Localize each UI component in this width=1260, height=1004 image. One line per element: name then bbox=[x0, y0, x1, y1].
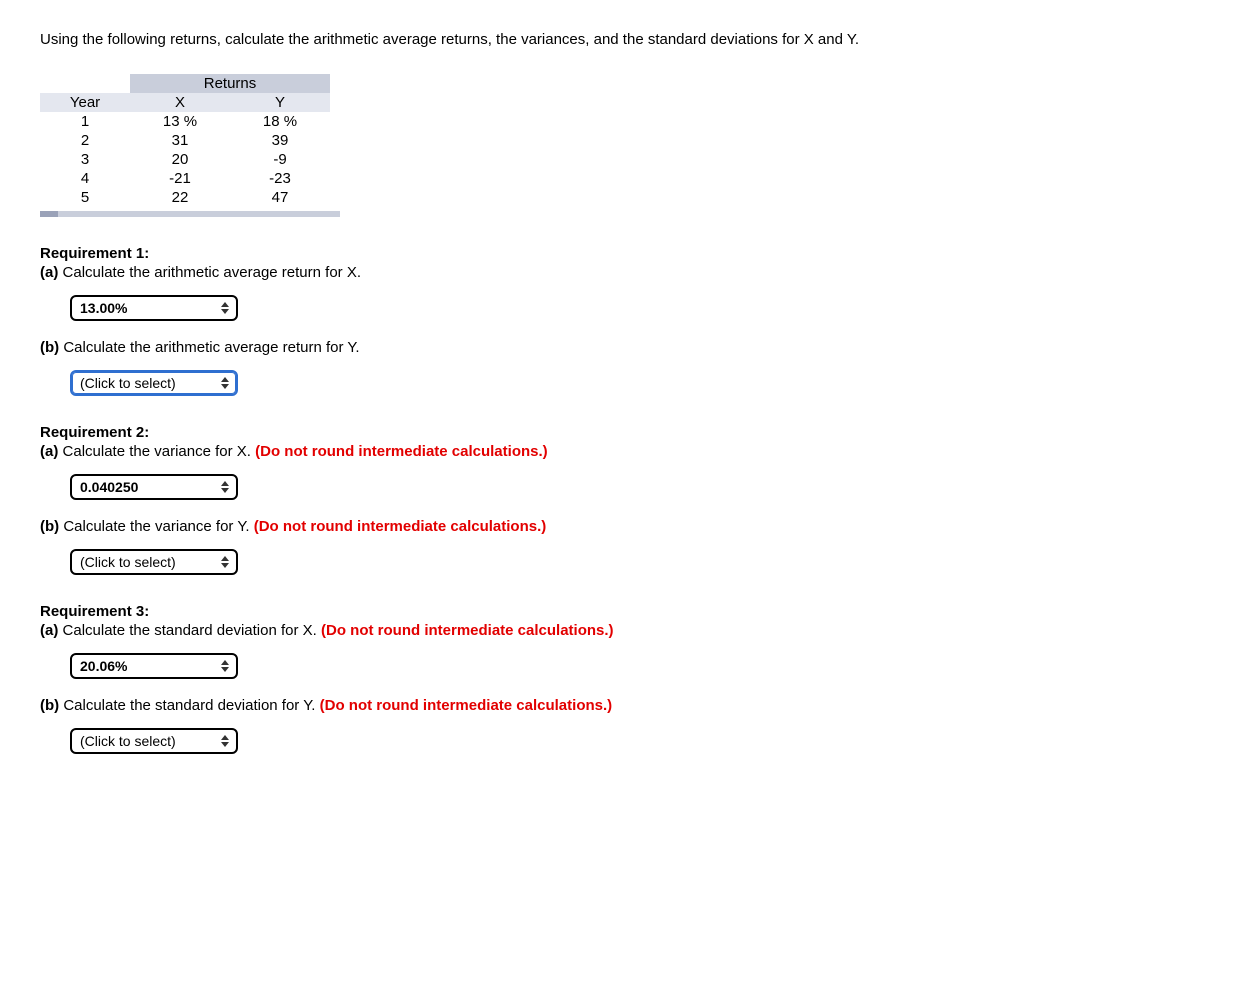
question-intro: Using the following returns, calculate t… bbox=[40, 30, 940, 50]
cell-year: 4 bbox=[40, 169, 130, 188]
stepper-icon bbox=[218, 732, 232, 750]
cell-y: 18 % bbox=[230, 112, 330, 131]
req1b-label: (b) bbox=[40, 339, 59, 356]
req2a-note: (Do not round intermediate calculations.… bbox=[255, 443, 548, 460]
returns-table: Returns Year X Y 1 13 % 18 % 2 31 39 3 2… bbox=[40, 74, 1220, 217]
table-scroll-track bbox=[40, 211, 340, 217]
req1b-text: Calculate the arithmetic average return … bbox=[63, 339, 359, 356]
table-row: 1 13 % 18 % bbox=[40, 112, 330, 131]
req2b-value: (Click to select) bbox=[80, 554, 212, 570]
cell-y: 39 bbox=[230, 131, 330, 150]
req2a-text: Calculate the variance for X. bbox=[63, 443, 256, 460]
req2-title: Requirement 2: bbox=[40, 424, 1220, 441]
cell-x: 13 % bbox=[130, 112, 230, 131]
cell-x: 20 bbox=[130, 150, 230, 169]
req3b-select[interactable]: (Click to select) bbox=[70, 728, 238, 754]
req2a-select[interactable]: 0.040250 bbox=[70, 474, 238, 500]
req1a-text: Calculate the arithmetic average return … bbox=[63, 264, 361, 281]
req2b-label: (b) bbox=[40, 518, 59, 535]
stepper-icon bbox=[218, 478, 232, 496]
cell-year: 5 bbox=[40, 188, 130, 207]
req1b-select[interactable]: (Click to select) bbox=[70, 370, 238, 396]
req3a-value: 20.06% bbox=[80, 658, 212, 674]
req1-title: Requirement 1: bbox=[40, 245, 1220, 262]
req3b-text: Calculate the standard deviation for Y. bbox=[63, 697, 319, 714]
stepper-icon bbox=[218, 374, 232, 392]
col-header-y: Y bbox=[230, 93, 330, 112]
stepper-icon bbox=[218, 657, 232, 675]
table-row: 3 20 -9 bbox=[40, 150, 330, 169]
cell-year: 3 bbox=[40, 150, 130, 169]
cell-year: 1 bbox=[40, 112, 130, 131]
cell-y: -23 bbox=[230, 169, 330, 188]
req2a-value: 0.040250 bbox=[80, 479, 212, 495]
req3a-select[interactable]: 20.06% bbox=[70, 653, 238, 679]
table-row: 5 22 47 bbox=[40, 188, 330, 207]
table-row: 4 -21 -23 bbox=[40, 169, 330, 188]
col-header-year: Year bbox=[40, 93, 130, 112]
req3a-text: Calculate the standard deviation for X. bbox=[63, 622, 322, 639]
req2b-select[interactable]: (Click to select) bbox=[70, 549, 238, 575]
cell-y: -9 bbox=[230, 150, 330, 169]
cell-x: -21 bbox=[130, 169, 230, 188]
req3b-note: (Do not round intermediate calculations.… bbox=[320, 697, 613, 714]
cell-x: 22 bbox=[130, 188, 230, 207]
req1b-line: (b) Calculate the arithmetic average ret… bbox=[40, 339, 1220, 356]
req1a-value: 13.00% bbox=[80, 300, 212, 316]
req3a-label: (a) bbox=[40, 622, 58, 639]
req2b-text: Calculate the variance for Y. bbox=[63, 518, 253, 535]
req1b-value: (Click to select) bbox=[80, 375, 212, 391]
req3b-label: (b) bbox=[40, 697, 59, 714]
cell-year: 2 bbox=[40, 131, 130, 150]
cell-x: 31 bbox=[130, 131, 230, 150]
req2b-note: (Do not round intermediate calculations.… bbox=[254, 518, 547, 535]
req1a-select[interactable]: 13.00% bbox=[70, 295, 238, 321]
req3a-note: (Do not round intermediate calculations.… bbox=[321, 622, 614, 639]
cell-y: 47 bbox=[230, 188, 330, 207]
req3a-line: (a) Calculate the standard deviation for… bbox=[40, 622, 1220, 639]
req2a-line: (a) Calculate the variance for X. (Do no… bbox=[40, 443, 1220, 460]
req1a-label: (a) bbox=[40, 264, 58, 281]
req2b-line: (b) Calculate the variance for Y. (Do no… bbox=[40, 518, 1220, 535]
req1a-line: (a) Calculate the arithmetic average ret… bbox=[40, 264, 1220, 281]
table-top-header: Returns bbox=[130, 74, 330, 93]
stepper-icon bbox=[218, 299, 232, 317]
col-header-x: X bbox=[130, 93, 230, 112]
req3-title: Requirement 3: bbox=[40, 603, 1220, 620]
req3b-value: (Click to select) bbox=[80, 733, 212, 749]
table-row: 2 31 39 bbox=[40, 131, 330, 150]
stepper-icon bbox=[218, 553, 232, 571]
req2a-label: (a) bbox=[40, 443, 58, 460]
req3b-line: (b) Calculate the standard deviation for… bbox=[40, 697, 1220, 714]
